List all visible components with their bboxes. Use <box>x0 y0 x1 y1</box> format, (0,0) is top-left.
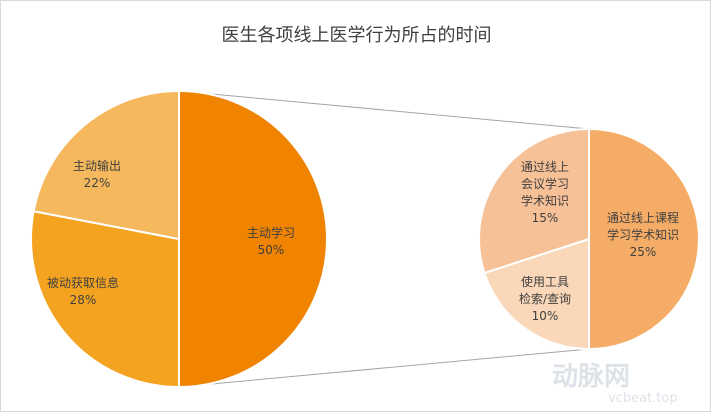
sub-pie <box>478 127 700 351</box>
sub-slice-label-0-0: 通过线上课程 <box>607 210 679 225</box>
sub-slice-pct-2: 15% <box>532 211 559 225</box>
sub-slice-2 <box>478 127 590 275</box>
connector-line-top <box>178 90 590 130</box>
sub-slice-label-2-2: 学术知识 <box>521 193 569 208</box>
main-slice-pct-2: 22% <box>84 176 111 190</box>
sub-slice-pct-0: 25% <box>630 245 657 259</box>
sub-slice-0 <box>588 127 700 351</box>
main-slice-label-2: 主动输出 <box>73 158 121 173</box>
chart-title: 医生各项线上医学行为所占的时间 <box>221 25 492 46</box>
main-slice-pct-0: 50% <box>258 243 285 257</box>
main-slice-0 <box>178 89 328 389</box>
sub-slice-label-1-1: 检索/查询 <box>519 291 571 306</box>
sub-slice-label-2-0: 通过线上 <box>521 160 569 174</box>
sub-slice-label-0-1: 学习学术知识 <box>607 227 679 242</box>
watermark-logo: 动脉网 vcbeat.top <box>552 362 678 406</box>
sub-slice-1 <box>483 237 590 351</box>
main-slice-pct-1: 28% <box>70 293 97 307</box>
main-slice-label-1: 被动获取信息 <box>47 275 119 290</box>
main-slice-2 <box>32 89 180 241</box>
sub-slice-pct-1: 10% <box>532 309 559 323</box>
watermark-brand: 动脉网 <box>552 362 630 392</box>
main-slice-label-0: 主动学习 <box>247 225 295 240</box>
connector-line-bottom <box>178 348 590 388</box>
sub-slice-label-1-0: 使用工具 <box>521 274 569 289</box>
main-pie <box>30 89 328 389</box>
watermark-url: vcbeat.top <box>608 391 678 406</box>
main-slice-1 <box>30 210 180 389</box>
connector-lines <box>178 90 590 388</box>
sub-slice-label-2-1: 会议学习 <box>521 176 569 191</box>
